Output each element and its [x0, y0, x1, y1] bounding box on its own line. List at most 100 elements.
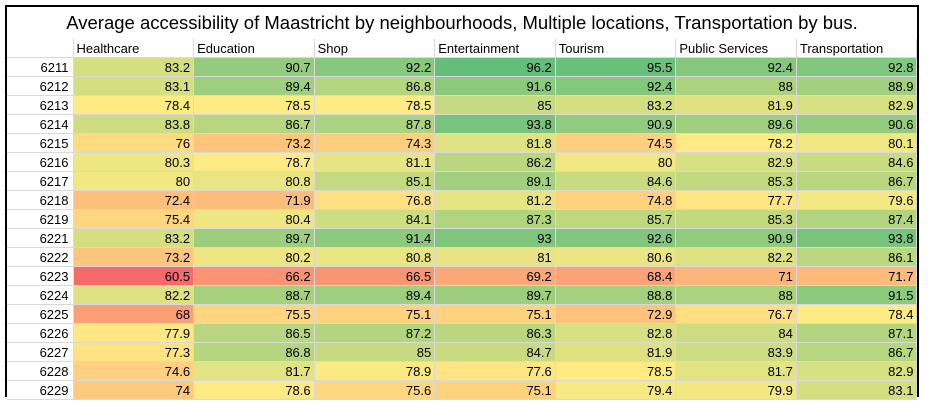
heatmap-cell[interactable]: 86.2	[434, 152, 556, 172]
row-header[interactable]: 6229	[7, 380, 74, 400]
heatmap-cell[interactable]: 85	[314, 342, 436, 362]
heatmap-cell[interactable]: 87.8	[314, 114, 436, 134]
heatmap-cell[interactable]: 87.2	[314, 323, 436, 343]
heatmap-cell[interactable]: 78.4	[73, 95, 195, 115]
row-header[interactable]: 6224	[7, 285, 74, 305]
heatmap-cell[interactable]: 84.6	[555, 171, 677, 191]
heatmap-cell[interactable]: 95.5	[555, 57, 677, 77]
heatmap-cell[interactable]: 81	[434, 247, 556, 267]
heatmap-cell[interactable]: 88.8	[555, 285, 677, 305]
heatmap-cell[interactable]: 89.4	[193, 76, 315, 96]
row-header[interactable]: 6216	[7, 152, 74, 172]
heatmap-cell[interactable]: 88	[675, 76, 797, 96]
heatmap-cell[interactable]: 85.7	[555, 209, 677, 229]
heatmap-cell[interactable]: 68	[73, 304, 195, 324]
heatmap-cell[interactable]: 79.6	[796, 190, 918, 210]
heatmap-cell[interactable]: 86.5	[193, 323, 315, 343]
heatmap-cell[interactable]: 91.4	[314, 228, 436, 248]
heatmap-cell[interactable]: 77.7	[675, 190, 797, 210]
heatmap-cell[interactable]: 87.3	[434, 209, 556, 229]
heatmap-cell[interactable]: 84.6	[796, 152, 918, 172]
heatmap-cell[interactable]: 83.2	[73, 228, 195, 248]
heatmap-cell[interactable]: 85.3	[675, 171, 797, 191]
heatmap-cell[interactable]: 86.7	[193, 114, 315, 134]
heatmap-cell[interactable]: 78.6	[193, 380, 315, 400]
heatmap-cell[interactable]: 81.8	[434, 133, 556, 153]
column-header[interactable]: Education	[193, 39, 315, 58]
row-header[interactable]: 6211	[7, 57, 74, 77]
heatmap-cell[interactable]: 86.8	[193, 342, 315, 362]
heatmap-cell[interactable]: 85.3	[675, 209, 797, 229]
heatmap-cell[interactable]: 86.7	[796, 342, 918, 362]
column-header[interactable]: Shop	[314, 39, 436, 58]
heatmap-cell[interactable]: 82.2	[73, 285, 195, 305]
heatmap-cell[interactable]: 84.1	[314, 209, 436, 229]
heatmap-cell[interactable]: 84	[675, 323, 797, 343]
heatmap-cell[interactable]: 77.3	[73, 342, 195, 362]
heatmap-cell[interactable]: 88.7	[193, 285, 315, 305]
heatmap-cell[interactable]: 85	[434, 95, 556, 115]
row-header[interactable]: 6217	[7, 171, 74, 191]
heatmap-cell[interactable]: 80.3	[73, 152, 195, 172]
heatmap-cell[interactable]: 80	[73, 171, 195, 191]
heatmap-cell[interactable]: 92.4	[675, 57, 797, 77]
heatmap-cell[interactable]: 90.7	[193, 57, 315, 77]
heatmap-cell[interactable]: 85.1	[314, 171, 436, 191]
heatmap-cell[interactable]: 78.2	[675, 133, 797, 153]
heatmap-cell[interactable]: 96.2	[434, 57, 556, 77]
heatmap-cell[interactable]: 81.1	[314, 152, 436, 172]
heatmap-cell[interactable]: 76.7	[675, 304, 797, 324]
heatmap-cell[interactable]: 83.1	[73, 76, 195, 96]
heatmap-cell[interactable]: 79.9	[675, 380, 797, 400]
heatmap-cell[interactable]: 88	[675, 285, 797, 305]
heatmap-cell[interactable]: 78.7	[193, 152, 315, 172]
heatmap-cell[interactable]: 82.9	[796, 95, 918, 115]
heatmap-cell[interactable]: 86.7	[796, 171, 918, 191]
row-header[interactable]: 6227	[7, 342, 74, 362]
heatmap-cell[interactable]: 76	[73, 133, 195, 153]
heatmap-cell[interactable]: 89.4	[314, 285, 436, 305]
heatmap-cell[interactable]: 74.3	[314, 133, 436, 153]
row-header[interactable]: 6218	[7, 190, 74, 210]
column-header[interactable]: Healthcare	[73, 39, 195, 58]
heatmap-cell[interactable]: 90.9	[675, 228, 797, 248]
heatmap-cell[interactable]: 74.6	[73, 361, 195, 381]
heatmap-cell[interactable]: 92.4	[555, 76, 677, 96]
heatmap-cell[interactable]: 72.9	[555, 304, 677, 324]
heatmap-cell[interactable]: 66.5	[314, 266, 436, 286]
heatmap-cell[interactable]: 90.6	[796, 114, 918, 134]
row-header[interactable]: 6214	[7, 114, 74, 134]
row-header[interactable]: 6213	[7, 95, 74, 115]
heatmap-cell[interactable]: 93.8	[434, 114, 556, 134]
heatmap-cell[interactable]: 72.4	[73, 190, 195, 210]
heatmap-cell[interactable]: 77.6	[434, 361, 556, 381]
row-header[interactable]: 6219	[7, 209, 74, 229]
heatmap-cell[interactable]: 73.2	[193, 133, 315, 153]
heatmap-cell[interactable]: 73.2	[73, 247, 195, 267]
heatmap-cell[interactable]: 86.8	[314, 76, 436, 96]
heatmap-cell[interactable]: 79.4	[555, 380, 677, 400]
heatmap-cell[interactable]: 82.2	[675, 247, 797, 267]
heatmap-cell[interactable]: 80.6	[555, 247, 677, 267]
row-header[interactable]: 6215	[7, 133, 74, 153]
heatmap-cell[interactable]: 74.8	[555, 190, 677, 210]
heatmap-cell[interactable]: 83.1	[796, 380, 918, 400]
heatmap-cell[interactable]: 81.7	[193, 361, 315, 381]
heatmap-cell[interactable]: 81.9	[675, 95, 797, 115]
heatmap-cell[interactable]: 78.5	[555, 361, 677, 381]
heatmap-cell[interactable]: 90.9	[555, 114, 677, 134]
heatmap-cell[interactable]: 75.1	[434, 304, 556, 324]
heatmap-cell[interactable]: 75.1	[434, 380, 556, 400]
heatmap-cell[interactable]: 76.8	[314, 190, 436, 210]
heatmap-cell[interactable]: 82.9	[796, 361, 918, 381]
heatmap-cell[interactable]: 92.2	[314, 57, 436, 77]
heatmap-cell[interactable]: 89.7	[193, 228, 315, 248]
heatmap-cell[interactable]: 81.2	[434, 190, 556, 210]
heatmap-cell[interactable]: 83.9	[675, 342, 797, 362]
heatmap-cell[interactable]: 71.9	[193, 190, 315, 210]
heatmap-cell[interactable]: 89.1	[434, 171, 556, 191]
row-header[interactable]: 6223	[7, 266, 74, 286]
heatmap-cell[interactable]: 80.8	[314, 247, 436, 267]
heatmap-cell[interactable]: 92.6	[555, 228, 677, 248]
heatmap-cell[interactable]: 83.8	[73, 114, 195, 134]
